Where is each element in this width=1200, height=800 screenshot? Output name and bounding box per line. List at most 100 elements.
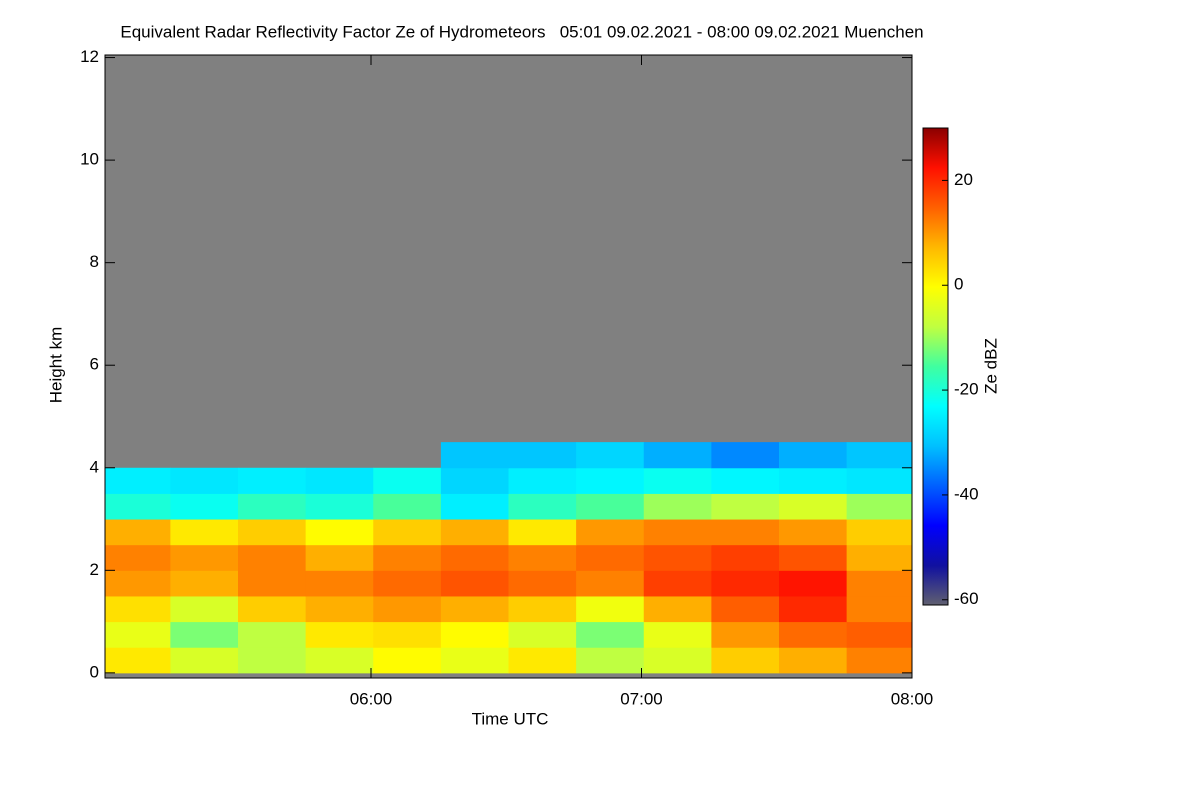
heatmap-cell xyxy=(170,544,239,571)
heatmap-cell xyxy=(440,493,509,520)
heatmap-cell xyxy=(237,493,307,520)
heatmap-cell xyxy=(440,544,509,571)
heatmap-cell xyxy=(105,519,171,546)
heatmap-cell xyxy=(779,570,848,597)
heatmap-cell xyxy=(440,621,509,648)
y-tick-label: 4 xyxy=(90,457,99,476)
heatmap-cell xyxy=(643,442,712,469)
heatmap-cell xyxy=(711,467,780,494)
x-axis-label: Time UTC xyxy=(472,709,549,728)
heatmap-cell xyxy=(373,595,442,623)
heatmap-cell xyxy=(508,621,577,648)
heatmap-cell xyxy=(711,647,780,674)
heatmap-cell xyxy=(170,647,239,674)
heatmap-cell xyxy=(373,544,442,571)
colorbar-tick-label: -60 xyxy=(954,589,979,608)
colorbar-label: Ze dBZ xyxy=(981,338,1000,394)
chart-title: Equivalent Radar Reflectivity Factor Ze … xyxy=(120,22,923,41)
heatmap-cell xyxy=(305,621,374,648)
heatmap-cell xyxy=(576,519,645,546)
heatmap-cell xyxy=(105,467,171,494)
heatmap-cell xyxy=(576,493,645,520)
heatmap-cell xyxy=(440,467,509,494)
heatmap-cell xyxy=(305,647,374,674)
heatmap-cell xyxy=(643,570,712,597)
heatmap-cell xyxy=(576,595,645,623)
heatmap-cell xyxy=(237,595,307,623)
colorbar xyxy=(922,127,949,606)
colorbar-tick-label: -40 xyxy=(954,484,979,503)
heatmap-cell xyxy=(711,544,780,571)
heatmap-cell xyxy=(305,544,374,571)
heatmap-cell xyxy=(440,570,509,597)
heatmap-cell xyxy=(105,544,171,571)
heatmap-cell xyxy=(643,519,712,546)
heatmap-cell xyxy=(105,595,171,623)
heatmap-cell xyxy=(846,493,913,520)
heatmap-cell xyxy=(440,647,509,674)
heatmap-cell xyxy=(305,595,374,623)
y-tick-label: 2 xyxy=(90,560,99,579)
heatmap-cell xyxy=(711,570,780,597)
heatmap-cell xyxy=(779,467,848,494)
heatmap-cell xyxy=(237,621,307,648)
heatmap-cell xyxy=(373,570,442,597)
heatmap-cell xyxy=(373,621,442,648)
heatmap-cell xyxy=(508,442,577,469)
heatmap-cell xyxy=(576,621,645,648)
heatmap-cell xyxy=(643,493,712,520)
heatmap-cell xyxy=(508,519,577,546)
heatmap-cell xyxy=(508,570,577,597)
heatmap-cell xyxy=(170,467,239,494)
heatmap-cell xyxy=(170,493,239,520)
heatmap-cell xyxy=(305,519,374,546)
heatmap-cell xyxy=(508,647,577,674)
heatmap-cell xyxy=(170,570,239,597)
heatmap-cell xyxy=(643,467,712,494)
heatmap-cell xyxy=(576,647,645,674)
heatmap-cell xyxy=(105,621,171,648)
colorbar-tick-label: -20 xyxy=(954,380,979,399)
heatmap-cell xyxy=(105,647,171,674)
heatmap-cell xyxy=(643,595,712,623)
heatmap-cell xyxy=(576,467,645,494)
heatmap-cell xyxy=(508,595,577,623)
plot-frame xyxy=(104,54,913,679)
heatmap-cell xyxy=(711,519,780,546)
y-tick-label: 12 xyxy=(80,47,99,66)
heatmap-cell xyxy=(846,595,913,623)
heatmap-cell xyxy=(105,570,171,597)
heatmap-cell xyxy=(846,442,913,469)
heatmap-cell xyxy=(237,570,307,597)
heatmap-cell xyxy=(711,442,780,469)
heatmap-cell xyxy=(846,544,913,571)
heatmap-cell xyxy=(779,493,848,520)
heatmap-cell xyxy=(643,647,712,674)
heatmap-cell xyxy=(440,519,509,546)
colorbar-tick-label: 20 xyxy=(954,170,973,189)
x-tick-label: 08:00 xyxy=(891,689,934,708)
heatmap-cell xyxy=(779,544,848,571)
heatmap-cell xyxy=(440,595,509,623)
heatmap-cell xyxy=(846,467,913,494)
heatmap-cell xyxy=(373,519,442,546)
y-tick-label: 0 xyxy=(90,662,99,681)
heatmap-cell xyxy=(237,467,307,494)
heatmap-cell xyxy=(305,493,374,520)
heatmap-cell xyxy=(508,493,577,520)
heatmap-cell xyxy=(576,442,645,469)
x-tick-label: 07:00 xyxy=(620,689,663,708)
heatmap-cell xyxy=(373,493,442,520)
y-tick-label: 8 xyxy=(90,252,99,271)
heatmap-cell xyxy=(237,519,307,546)
heatmap-cell xyxy=(846,621,913,648)
heatmap-cell xyxy=(779,519,848,546)
heatmap-cell xyxy=(846,519,913,546)
heatmap-cell xyxy=(779,621,848,648)
heatmap-cell xyxy=(170,621,239,648)
x-tick-label: 06:00 xyxy=(350,689,393,708)
heatmap-cell xyxy=(846,570,913,597)
heatmap-cell xyxy=(711,621,780,648)
y-axis-label: Height km xyxy=(46,327,65,404)
